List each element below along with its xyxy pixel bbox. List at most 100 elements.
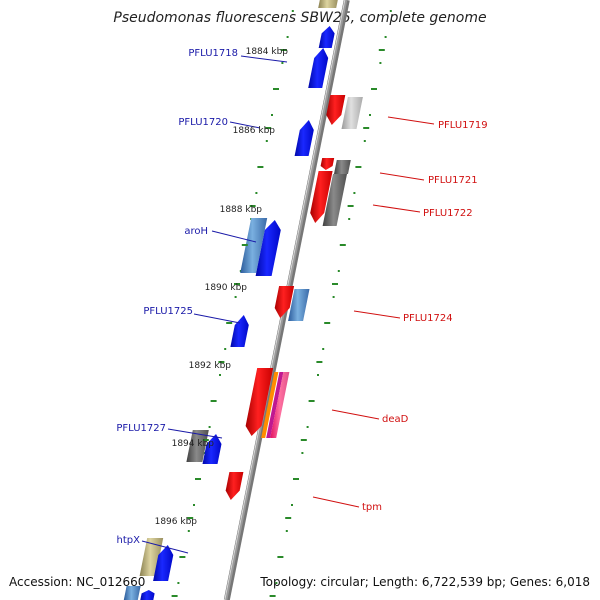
scale-tick: [257, 166, 264, 168]
gene-label-pflu1725[interactable]: PFLU1725: [143, 306, 193, 317]
left-track-dot: [271, 114, 273, 116]
left-track-dot: [187, 530, 190, 532]
gene-arrow: [123, 586, 141, 600]
leader-line: [211, 230, 257, 243]
leader-line: [331, 409, 380, 420]
gene-arrow: [140, 590, 155, 600]
genome-summary-text: Topology: circular; Length: 6,722,539 bp…: [259, 575, 590, 589]
leader-line: [141, 540, 189, 554]
scale-tick: [363, 127, 370, 129]
left-track-dot: [265, 140, 268, 142]
scale-label: 1888 kbp: [220, 205, 263, 215]
left-track-dot: [203, 452, 206, 454]
gene-arrow: [294, 120, 314, 156]
scale-tick: [293, 478, 299, 480]
scale-tick: [171, 595, 178, 597]
gene-arrow: [318, 0, 338, 8]
right-track-dot: [322, 348, 325, 350]
right-track-dot: [317, 374, 319, 376]
leader-line: [353, 310, 401, 319]
scale-tick: [218, 361, 225, 363]
scale-label: 1884 kbp: [246, 47, 289, 57]
right-track-dot: [306, 426, 309, 428]
gene-arrow: [288, 289, 310, 321]
gene-arrow: [322, 174, 347, 226]
label-leader-lines: [141, 55, 435, 554]
gene-arrow: [261, 372, 279, 438]
gene-arrow: [225, 472, 244, 500]
gene-arrow: [274, 286, 295, 318]
gene-arrow: [240, 218, 268, 273]
left-track-dot: [193, 504, 195, 506]
accession-text: Accession: NC_012660: [9, 575, 145, 589]
gene-label-pflu1727[interactable]: PFLU1727: [116, 423, 166, 434]
right-track-dot: [301, 452, 304, 454]
scale-tick: [241, 244, 248, 246]
gene-arrow: [202, 434, 222, 464]
gene-arrow: [266, 372, 284, 438]
leader-line: [240, 55, 288, 63]
map-title: Pseudomonas fluorescens SBW25, complete …: [113, 10, 486, 26]
right-track-dot: [348, 218, 351, 220]
gene-label-aroh[interactable]: aroH: [184, 226, 208, 237]
right-track-dot: [291, 504, 293, 506]
scale-tick: [378, 49, 385, 51]
scale-label: 1894 kbp: [172, 439, 215, 449]
left-track-dot: [177, 582, 180, 584]
left-track-dot: [291, 10, 294, 12]
gene-label-htpx[interactable]: htpX: [117, 535, 141, 546]
leader-line: [312, 496, 360, 508]
scale-tick: [347, 205, 354, 207]
gene-label-pflu1719[interactable]: PFLU1719: [438, 120, 488, 131]
gene-label-pflu1724[interactable]: PFLU1724: [403, 313, 453, 324]
scale-ticks: [171, 49, 385, 597]
gene-label-pflu1722[interactable]: PFLU1722: [423, 208, 473, 219]
scale-tick: [280, 49, 287, 51]
right-track-dot: [363, 140, 366, 142]
leader-line: [229, 121, 261, 129]
gene-label-pflu1718[interactable]: PFLU1718: [188, 48, 238, 59]
gene-arrow: [326, 95, 346, 125]
leader-line: [387, 116, 435, 125]
gene-arrow: [230, 315, 249, 347]
right-track-dot: [369, 114, 371, 116]
left-track-dot: [286, 36, 289, 38]
scale-tick: [265, 127, 272, 129]
gene-label-dead[interactable]: deaD: [382, 414, 409, 425]
scale-tick: [308, 400, 315, 402]
gene-arrow: [341, 97, 363, 129]
right-track-dot: [389, 10, 392, 12]
gene-arrow: [310, 171, 333, 223]
gene-arrow: [245, 368, 274, 436]
gene-arrow: [255, 220, 281, 276]
scale-tick: [285, 517, 292, 519]
left-track-dot: [255, 192, 258, 194]
right-track-dot: [353, 192, 356, 194]
scale-tick: [324, 322, 331, 324]
scale-tick: [195, 478, 201, 480]
leader-line: [167, 428, 223, 439]
gene-arrow: [153, 545, 174, 581]
gene-arrow: [318, 26, 335, 48]
gene-label-tpm[interactable]: tpm: [362, 502, 382, 513]
scale-tick: [332, 283, 338, 285]
left-track-dot: [281, 62, 284, 64]
scale-label: 1890 kbp: [205, 283, 248, 293]
leader-line: [193, 313, 241, 324]
left-track-dot: [219, 374, 221, 376]
scale-tick: [226, 322, 233, 324]
gene-arrow: [334, 160, 351, 174]
right-track-dot: [379, 62, 382, 64]
scale-tick: [249, 205, 256, 207]
gene-label-pflu1721[interactable]: PFLU1721: [428, 175, 478, 186]
leader-line: [379, 172, 425, 181]
scale-label: 1892 kbp: [189, 361, 232, 371]
scale-tick: [273, 88, 279, 90]
left-track-dot: [208, 426, 211, 428]
scale-tick: [179, 556, 186, 558]
scale-tick: [187, 517, 194, 519]
scale-tick: [277, 556, 284, 558]
scale-tick: [210, 400, 217, 402]
gene-label-pflu1720[interactable]: PFLU1720: [178, 117, 228, 128]
